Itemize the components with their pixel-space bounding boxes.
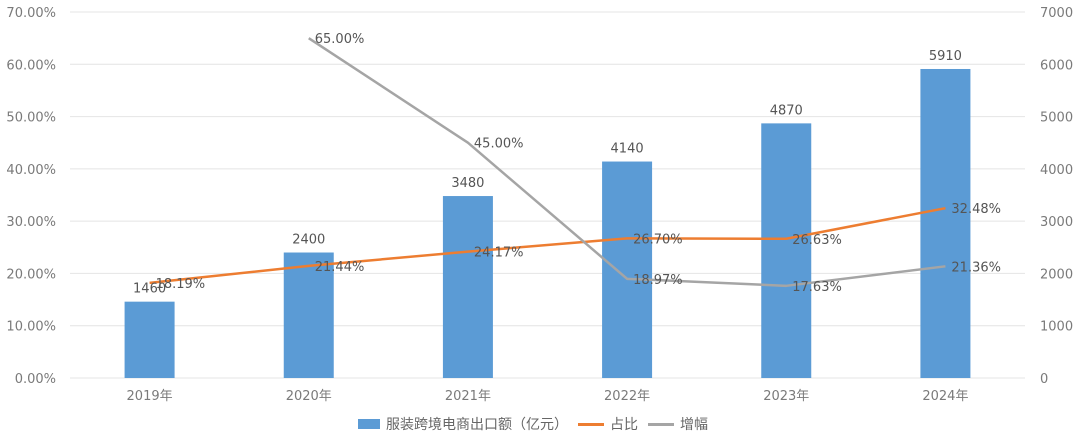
share-value-label: 18.19%: [156, 277, 206, 292]
data-labels: 1460 2400 3480 4140 4870 5910 18.19% 21.44% 24.1…: [133, 32, 1001, 297]
legend-bar-swatch: [358, 419, 380, 429]
bar-value-label: 4140: [611, 142, 644, 157]
growth-value-label: 17.63%: [792, 280, 842, 295]
right-tick-label: 1000: [1040, 320, 1073, 335]
left-tick-label: 70.00%: [6, 6, 56, 21]
x-tick-label: 2019年: [127, 389, 173, 404]
bar-series: [124, 68, 971, 379]
growth-value-label: 45.00%: [474, 137, 524, 152]
legend-item-growth: 增幅: [648, 414, 708, 434]
legend-label-share: 占比: [610, 417, 638, 433]
share-value-label: 32.48%: [951, 202, 1001, 217]
right-tick-label: 7000: [1040, 6, 1073, 21]
growth-value-label: 21.36%: [951, 260, 1001, 275]
x-tick-label: 2023年: [763, 389, 809, 404]
share-value-label: 26.70%: [633, 232, 683, 247]
bar: [124, 301, 175, 378]
legend-line-swatch-growth: [648, 422, 674, 426]
share-value-label: 21.44%: [315, 260, 365, 275]
bar: [761, 123, 812, 379]
growth-line: [308, 37, 946, 288]
right-tick-label: 0: [1040, 372, 1048, 387]
bar: [920, 68, 971, 379]
left-tick-label: 20.00%: [6, 267, 56, 282]
legend-label-growth: 增幅: [680, 417, 708, 433]
growth-value-label: 65.00%: [315, 32, 365, 47]
bar-value-label: 2400: [292, 233, 325, 248]
bar-value-label: 5910: [929, 49, 962, 64]
x-tick-label: 2022年: [604, 389, 650, 404]
legend-item-export: 服装跨境电商出口额（亿元）: [358, 414, 568, 434]
left-tick-label: 40.00%: [6, 163, 56, 178]
bar-value-label: 1460: [133, 282, 166, 297]
left-tick-label: 50.00%: [6, 111, 56, 126]
growth-value-label: 18.97%: [633, 273, 683, 288]
left-tick-label: 30.00%: [6, 215, 56, 230]
bar: [442, 196, 493, 378]
legend-item-share: 占比: [578, 414, 638, 434]
legend-label-export: 服装跨境电商出口额（亿元）: [386, 417, 568, 433]
share-value-label: 26.63%: [792, 233, 842, 248]
legend-line-swatch-share: [578, 422, 604, 426]
left-tick-label: 0.00%: [15, 372, 56, 387]
x-tick-label: 2020年: [286, 389, 332, 404]
share-line: [149, 206, 946, 285]
legend: 服装跨境电商出口额（亿元） 占比 增幅: [358, 414, 718, 434]
right-tick-label: 6000: [1040, 58, 1073, 73]
right-tick-label: 5000: [1040, 111, 1073, 126]
right-tick-label: 2000: [1040, 267, 1073, 282]
left-tick-label: 10.00%: [6, 320, 56, 335]
share-value-label: 24.17%: [474, 246, 524, 261]
left-tick-label: 60.00%: [6, 58, 56, 73]
right-tick-label: 4000: [1040, 163, 1073, 178]
right-axis-ticks: 0 1000 2000 3000 4000 5000 6000 7000: [1040, 6, 1073, 387]
bar: [602, 161, 653, 378]
gridlines: [70, 11, 1025, 379]
right-tick-label: 3000: [1040, 215, 1073, 230]
x-tick-label: 2024年: [922, 389, 968, 404]
left-axis-ticks: 0.00% 10.00% 20.00% 30.00% 40.00% 50.00% 60.00…: [6, 6, 56, 387]
line-series: [149, 37, 946, 288]
bar-value-label: 3480: [451, 176, 484, 191]
bar-value-label: 4870: [770, 103, 803, 118]
x-axis-ticks: 2019年 2020年 2021年 2022年 2023年 2024年: [127, 389, 969, 404]
x-tick-label: 2021年: [445, 389, 491, 404]
bar: [283, 252, 334, 378]
